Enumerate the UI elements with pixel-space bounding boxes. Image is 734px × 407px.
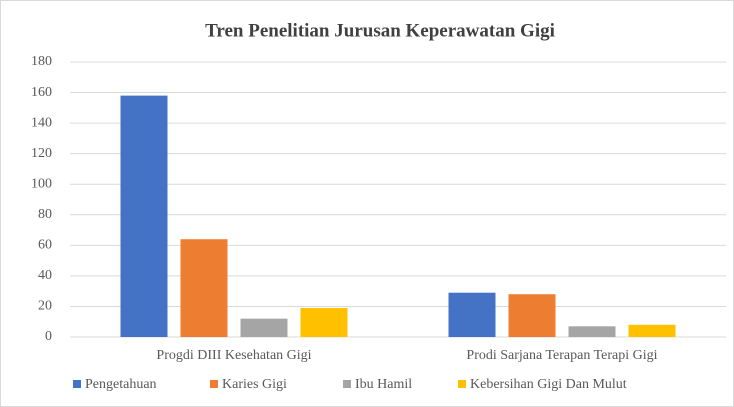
legend-label: Ibu Hamil xyxy=(355,377,412,392)
legend-swatch xyxy=(210,380,218,388)
y-tick-label: 180 xyxy=(31,54,52,69)
y-tick-label: 160 xyxy=(31,85,52,100)
bar xyxy=(628,324,676,337)
bar xyxy=(448,292,496,337)
legend-swatch xyxy=(343,380,351,388)
y-tick-label: 140 xyxy=(31,115,52,130)
x-tick-label: Prodi Sarjana Terapan Terapi Gigi xyxy=(466,348,657,363)
legend-swatch xyxy=(458,380,466,388)
legend-swatch xyxy=(73,380,81,388)
y-tick-label: 40 xyxy=(38,268,52,283)
y-tick-label: 20 xyxy=(38,299,52,314)
bar xyxy=(240,318,288,337)
chart-title: Tren Penelitian Jurusan Keperawatan Gigi xyxy=(205,20,555,41)
y-tick-label: 60 xyxy=(38,238,52,253)
y-tick-label: 80 xyxy=(38,207,52,222)
bar xyxy=(120,95,168,337)
bar xyxy=(180,239,228,337)
legend-label: Karies Gigi xyxy=(222,377,287,392)
bar xyxy=(508,294,556,337)
y-tick-label: 0 xyxy=(45,329,52,344)
x-tick-label: Progdi DIII Kesehatan Gigi xyxy=(156,348,311,363)
legend-label: Kebersihan Gigi Dan Mulut xyxy=(470,377,627,392)
y-tick-label: 120 xyxy=(31,146,52,161)
legend-label: Pengetahuan xyxy=(85,377,157,392)
bar xyxy=(300,307,348,337)
y-tick-label: 100 xyxy=(31,176,52,191)
bar xyxy=(568,326,616,337)
